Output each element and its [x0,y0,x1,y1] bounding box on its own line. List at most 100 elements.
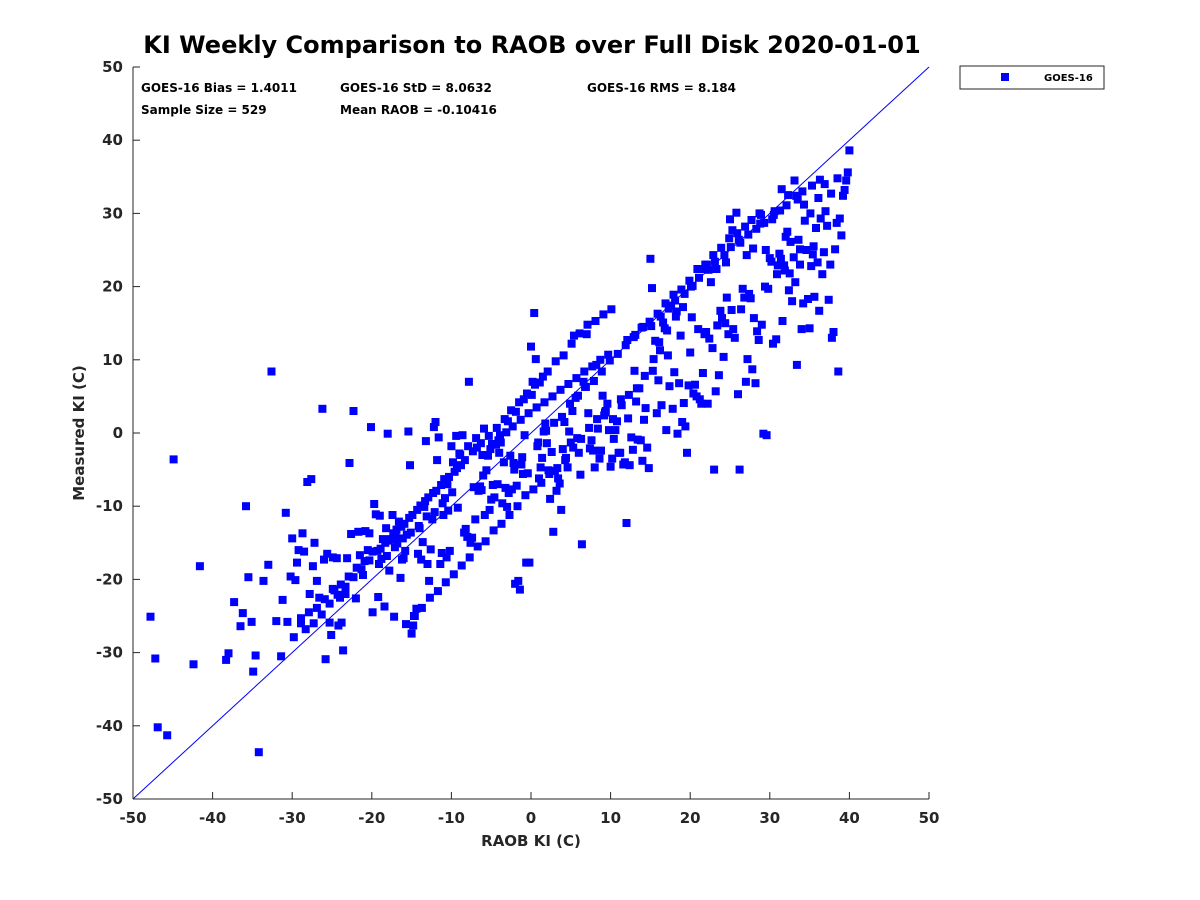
stat-std: GOES-16 StD = 8.0632 [340,81,492,95]
data-point [482,466,491,475]
data-point [352,563,361,572]
data-point [489,526,498,535]
data-point [561,456,570,465]
data-point [531,380,539,389]
data-point [349,407,358,415]
data-point [679,399,688,407]
data-point [453,464,461,473]
data-point [469,483,478,492]
data-point [320,555,328,564]
data-point [744,230,753,239]
data-point [496,431,504,440]
y-tick-label: 20 [102,278,123,296]
data-point [508,422,517,431]
data-point [388,511,397,519]
data-point [546,494,555,503]
data-point [468,447,477,456]
data-point [577,540,586,549]
data-point [712,265,721,273]
data-point [357,565,366,574]
data-point [799,299,808,308]
data-point [568,407,577,415]
data-point [407,629,416,638]
data-point [354,527,363,536]
data-point [272,617,281,626]
data-point [684,381,693,390]
data-point [762,431,771,440]
data-point [339,646,348,655]
data-point [481,537,490,546]
data-point [242,502,250,511]
data-point [169,455,178,464]
data-point [767,257,776,266]
data-point [488,440,496,448]
data-point [345,459,354,467]
data-point [405,513,414,522]
data-point [764,284,773,293]
data-point [597,446,605,455]
data-point [721,319,730,328]
data-point [808,181,816,190]
data-point [725,234,734,243]
data-point [796,245,804,254]
data-point [289,633,298,642]
data-point [630,366,639,375]
data-point [458,431,467,440]
x-tick-label: 30 [759,809,780,827]
data-point [381,538,390,547]
data-point [445,546,454,555]
data-point [649,355,658,364]
data-point [286,572,295,581]
data-point [468,533,477,542]
data-point [517,460,526,469]
data-point [792,191,801,200]
y-tick-label: 30 [102,204,123,222]
data-point [734,390,742,399]
data-point [363,546,372,555]
data-point [656,312,665,321]
data-point [775,249,784,258]
data-point [402,620,410,629]
y-tick-label: 40 [102,131,123,149]
data-point [773,261,782,270]
data-point [842,176,851,185]
data-point [259,576,268,585]
data-point [414,522,423,530]
data-point [593,415,602,424]
data-point [515,398,524,407]
data-point [732,208,741,217]
data-point [688,281,697,290]
data-point [449,570,458,579]
data-point [254,748,263,757]
data-point [288,534,297,543]
data-point [473,542,482,551]
data-point [628,445,637,454]
data-point [698,369,707,377]
data-point [516,415,525,424]
data-point [310,538,319,547]
data-point [572,374,581,383]
data-point [737,305,746,314]
data-point [567,339,576,348]
data-point [720,251,729,260]
x-tick-label: -40 [199,809,226,827]
data-point [625,461,634,470]
data-point [644,464,653,473]
data-point [772,335,781,344]
data-point [543,367,552,376]
data-point [815,175,824,184]
data-point [648,366,657,375]
data-point [464,442,473,451]
data-point [711,387,720,396]
data-point [749,314,758,323]
data-point [780,266,789,275]
data-point [827,333,836,342]
data-point [404,427,413,436]
data-point [599,310,608,319]
data-point [785,269,794,278]
data-point [675,379,684,388]
data-point [611,426,620,435]
data-point [595,454,604,463]
data-point [835,214,844,223]
data-point [291,576,300,585]
